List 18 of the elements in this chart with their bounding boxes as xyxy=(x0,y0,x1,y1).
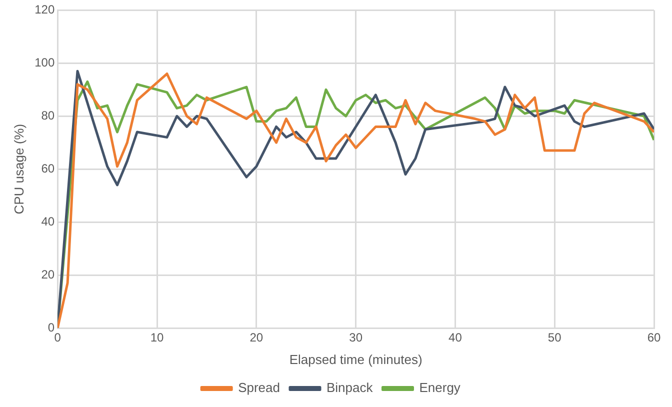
legend-label: Binpack xyxy=(326,380,374,396)
y-tick-label: 40 xyxy=(41,214,55,228)
x-tick-label: 50 xyxy=(548,330,562,345)
legend-label: Spread xyxy=(238,380,280,396)
x-tick-label: 10 xyxy=(150,330,164,345)
x-tick-label: 30 xyxy=(349,330,363,345)
y-tick-label: 60 xyxy=(41,161,55,176)
x-axis-title: Elapsed time (minutes) xyxy=(289,352,422,367)
legend-label: Energy xyxy=(419,380,461,396)
y-tick-label: 100 xyxy=(34,55,55,70)
x-tick-label: 40 xyxy=(448,330,462,345)
x-tick-label: 60 xyxy=(647,330,661,345)
y-tick-label: 0 xyxy=(48,320,55,334)
y-tick-label: 120 xyxy=(34,2,55,17)
y-axis-title: CPU usage (%) xyxy=(11,124,26,214)
y-tick-label: 80 xyxy=(41,108,55,122)
y-tick-label: 20 xyxy=(41,267,55,282)
x-tick-label: 20 xyxy=(250,330,264,345)
